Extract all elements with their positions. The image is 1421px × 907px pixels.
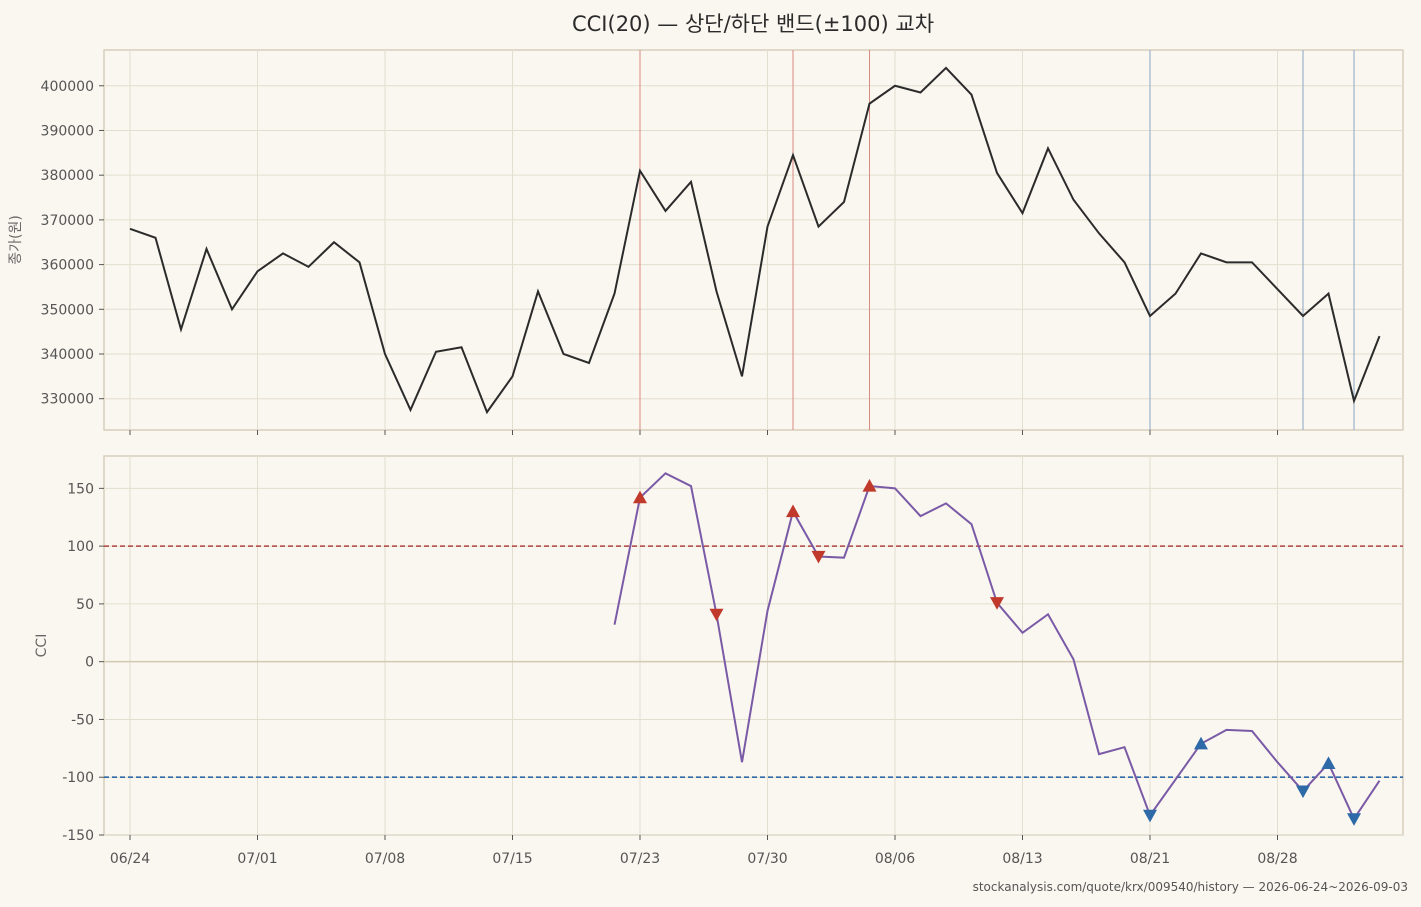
cci-y-tick-label: 0 — [85, 655, 94, 671]
x-tick-label: 07/01 — [237, 851, 277, 867]
cci-marker-up — [786, 504, 800, 518]
cci-y-tick-label: -150 — [62, 828, 94, 844]
cci-panel-frame — [103, 455, 1404, 836]
x-tick-label: 08/06 — [875, 851, 915, 867]
price-y-tick-label: 390000 — [41, 123, 94, 139]
price-line — [129, 66, 1381, 415]
cci-cross-markers — [633, 479, 1361, 826]
cci-marker-down — [1143, 809, 1157, 823]
cci-marker-down — [709, 608, 724, 622]
cci-y-tick-label: -100 — [62, 770, 94, 786]
cci-marker-up — [633, 490, 647, 504]
cci-y-tick-label: -50 — [71, 712, 94, 728]
price-y-tick-label: 370000 — [41, 213, 94, 229]
cci-line — [613, 472, 1381, 821]
price-y-tick-label: 400000 — [41, 79, 94, 95]
price-y-axis-label: 종가(원) — [8, 215, 24, 265]
price-panel: 330000 340000 350000 360000 370000 380000 3900… — [8, 49, 1404, 431]
cci-marker-up — [1321, 756, 1336, 769]
price-y-tick-label: 360000 — [41, 258, 94, 274]
cci-marker-down — [990, 597, 1004, 610]
x-tick-label: 08/21 — [1130, 851, 1170, 867]
price-signal-lines — [639, 50, 1355, 430]
cci-panel: -150 -100 -50 0 50 100 150 CCI — [34, 455, 1404, 844]
cci-marker-down — [1296, 785, 1310, 799]
price-y-ticks: 330000 340000 350000 360000 370000 380000 3900… — [41, 79, 104, 408]
cci-marker-down — [811, 550, 826, 564]
x-tick-label: 07/15 — [492, 851, 532, 867]
x-tick-label: 08/13 — [1002, 851, 1042, 867]
price-grid — [104, 50, 1403, 430]
cci-marker-up — [1194, 736, 1208, 750]
cci-y-tick-label: 150 — [67, 481, 94, 497]
x-tick-label: 07/08 — [365, 851, 405, 867]
x-tick-label: 07/30 — [747, 851, 787, 867]
cci-y-tick-label: 100 — [67, 539, 94, 555]
cci-marker-down — [1347, 813, 1361, 826]
x-axis-ticks: 06/24 07/01 07/08 07/15 07/23 07/30 08/06 08/13… — [110, 430, 1298, 867]
cci-y-ticks: -150 -100 -50 0 50 100 150 — [62, 481, 104, 844]
source-note: stockanalysis.com/quote/krx/009540/histo… — [973, 880, 1408, 894]
cci-marker-up — [862, 479, 877, 492]
cci-y-axis-label: CCI — [34, 634, 50, 658]
x-tick-label: 07/23 — [620, 851, 660, 867]
price-panel-frame — [103, 49, 1404, 431]
cci-grid — [104, 456, 1403, 836]
price-y-tick-label: 340000 — [41, 347, 94, 363]
x-tick-label: 06/24 — [110, 851, 150, 867]
price-y-tick-label: 330000 — [41, 392, 94, 408]
price-y-tick-label: 380000 — [41, 168, 94, 184]
cci-y-tick-label: 50 — [76, 597, 94, 613]
x-tick-label: 08/28 — [1257, 851, 1297, 867]
chart-title: CCI(20) — 상단/하단 밴드(±100) 교차 — [572, 12, 934, 36]
price-y-tick-label: 350000 — [41, 302, 94, 318]
